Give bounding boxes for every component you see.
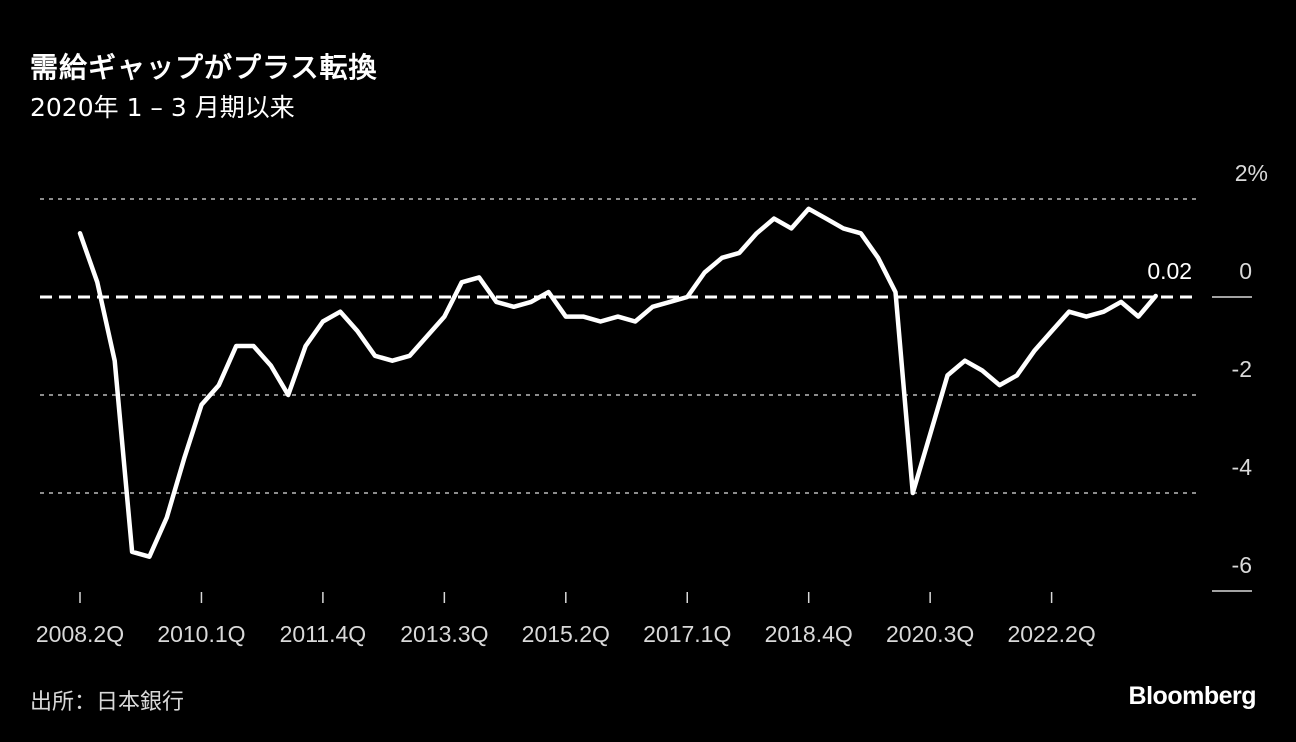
x-tick-label: 2015.2Q <box>522 621 610 647</box>
gridlines <box>40 198 1196 494</box>
y-tick-label: 0 <box>1239 258 1252 284</box>
bloomberg-logo: Bloomberg <box>1128 682 1257 710</box>
y-tick-label: -2 <box>1232 356 1252 382</box>
y-tick-label: 2% <box>1235 160 1268 186</box>
x-tick-label: 2022.2Q <box>1007 621 1095 647</box>
y-tick-label: -4 <box>1232 454 1253 480</box>
y-axis: 2% 0 -2 -4 -6 <box>1212 160 1268 592</box>
x-tick-label: 2008.2Q <box>36 621 124 647</box>
x-tick-label: 2018.4Q <box>765 621 853 647</box>
x-tick-label: 2010.1Q <box>157 621 245 647</box>
last-value-annotation: 0.02 <box>1147 258 1192 284</box>
source-note: 出所：日本銀行 <box>30 690 185 715</box>
chart-title: 需給ギャップがプラス転換 <box>30 51 378 84</box>
x-tick-label: 2011.4Q <box>280 621 367 647</box>
x-tick-label: 2017.1Q <box>643 621 731 647</box>
x-tick-label: 2013.3Q <box>400 621 488 647</box>
series-line <box>77 206 1158 559</box>
x-axis: 2008.2Q 2010.1Q 2011.4Q 2013.3Q 2015.2Q 2017.… <box>36 592 1096 647</box>
chart-subtitle: 2020年 1 – 3 月期以来 <box>30 93 295 122</box>
y-tick-label: -6 <box>1232 552 1252 578</box>
x-tick-label: 2020.3Q <box>886 621 974 647</box>
